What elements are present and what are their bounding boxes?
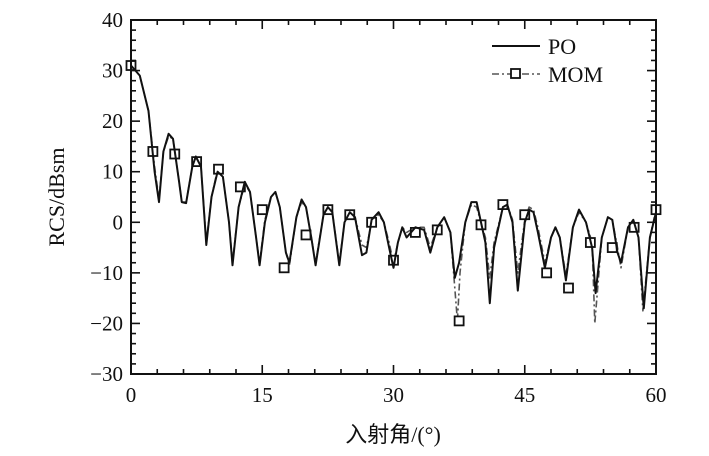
mom-marker <box>344 209 356 221</box>
plot-frame <box>130 19 657 375</box>
legend-mom-marker <box>510 68 521 79</box>
mom-marker <box>519 209 531 221</box>
y-tick-label: 10 <box>102 160 123 184</box>
mom-marker <box>453 315 465 327</box>
y-tick-label: −10 <box>90 261 123 285</box>
y-tick-label: −20 <box>90 311 123 335</box>
x-axis-title: 入射角/(°) <box>345 422 441 447</box>
x-tick-label: 45 <box>514 383 535 407</box>
x-tick-label: 0 <box>126 383 137 407</box>
series-po-line <box>130 64 657 310</box>
y-tick-label: 0 <box>113 210 124 234</box>
y-tick-label: 40 <box>102 8 123 32</box>
mom-marker <box>256 204 268 216</box>
x-tick-label: 15 <box>252 383 273 407</box>
legend-mom-label: MOM <box>548 62 603 87</box>
mom-marker <box>322 204 334 216</box>
mom-marker <box>300 229 312 241</box>
legend: PO MOM <box>492 34 603 87</box>
mom-marker <box>234 181 246 193</box>
legend-po-label: PO <box>548 34 576 59</box>
y-tick-label: 20 <box>102 109 123 133</box>
series-mom-line <box>130 64 657 325</box>
series-layer <box>125 60 662 327</box>
mom-marker <box>563 282 574 294</box>
y-axis-title: RCS/dBsm <box>44 147 69 246</box>
y-tick-label: 30 <box>102 59 123 83</box>
x-tick-label: 30 <box>383 383 404 407</box>
y-tick-label: −30 <box>90 362 123 386</box>
mom-marker <box>541 267 553 279</box>
mom-marker <box>278 262 290 274</box>
x-tick-label: 60 <box>646 383 667 407</box>
